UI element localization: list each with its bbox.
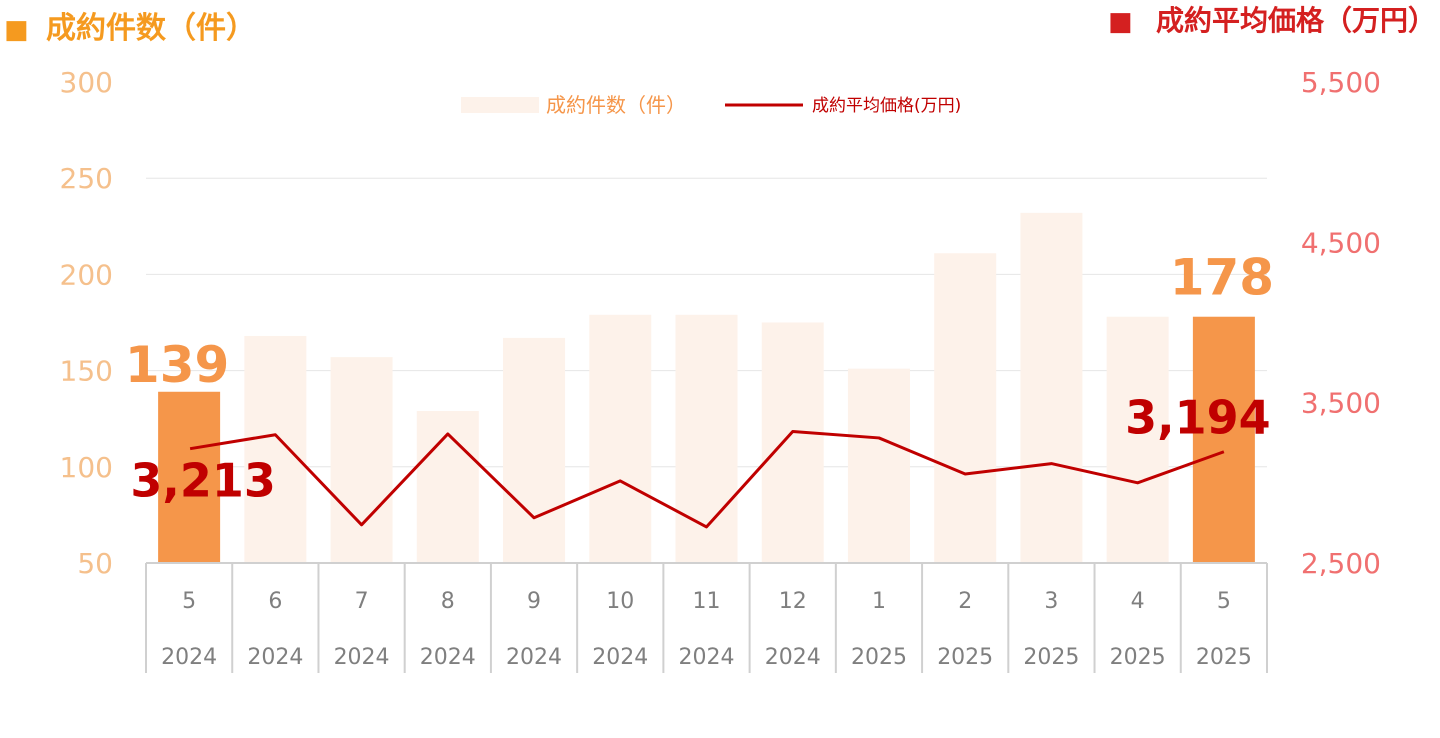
right-tick-label: 2,500 [1301, 547, 1381, 580]
left-tick-label: 250 [60, 162, 113, 195]
bar [244, 335, 307, 563]
category-month-label: 4 [1131, 589, 1145, 614]
right-tick-label: 4,500 [1301, 226, 1381, 259]
category-month-label: 5 [1217, 589, 1231, 614]
legend: 成約件数（件） 成約平均価格(万円) [461, 93, 961, 117]
legend-bar-swatch [461, 97, 539, 113]
bar [1106, 316, 1169, 563]
left-tick-label: 100 [60, 451, 113, 484]
category-month-label: 10 [606, 589, 634, 614]
bar [934, 253, 997, 563]
line-series [189, 430, 1225, 529]
bar [589, 314, 652, 563]
bar [675, 314, 738, 563]
category-month-label: 6 [268, 589, 282, 614]
left-tick-label: 300 [60, 66, 113, 99]
bar [761, 322, 824, 563]
left-header-marker: ■ [4, 15, 29, 45]
category-year-label: 2025 [1023, 645, 1079, 670]
legend-bar-label: 成約件数（件） [546, 93, 686, 117]
bar [503, 337, 566, 563]
category-month-label: 2 [958, 589, 972, 614]
bar [416, 411, 479, 563]
bar-series [158, 212, 1255, 563]
category-month-label: 7 [355, 589, 369, 614]
left-axis: 300 250 200 150 100 50 [60, 66, 113, 580]
line-label-first: 3,213 [130, 454, 276, 508]
category-month-label: 9 [527, 589, 541, 614]
bar [330, 357, 393, 563]
category-month-label: 8 [441, 589, 455, 614]
category-year-label: 2024 [334, 645, 390, 670]
category-year-label: 2024 [247, 645, 303, 670]
bar-label-first: 139 [125, 336, 229, 394]
right-tick-label: 5,500 [1301, 66, 1381, 99]
category-axis-table: 5202462024720248202492024102024112024122… [145, 562, 1268, 673]
category-month-label: 11 [693, 589, 721, 614]
category-year-label: 2025 [1196, 645, 1252, 670]
category-month-label: 1 [872, 589, 886, 614]
left-tick-label: 150 [60, 355, 113, 388]
left-axis-header: ■ 成約件数（件） [4, 11, 256, 46]
right-axis-header: ■ 成約平均価格（万円） [1108, 4, 1436, 37]
category-year-label: 2024 [506, 645, 562, 670]
category-month-label: 5 [182, 589, 196, 614]
category-month-label: 3 [1044, 589, 1058, 614]
left-tick-label: 50 [77, 547, 113, 580]
category-year-label: 2024 [592, 645, 648, 670]
right-axis: 5,500 4,500 3,500 2,500 [1301, 66, 1381, 580]
left-header-title: 成約件数（件） [46, 11, 256, 46]
category-year-label: 2025 [1110, 645, 1166, 670]
bar [847, 368, 910, 563]
annotations: 139 178 3,213 3,194 [125, 249, 1274, 508]
bar-label-last: 178 [1170, 249, 1274, 307]
legend-line-label: 成約平均価格(万円) [812, 96, 961, 116]
category-month-label: 12 [779, 589, 807, 614]
category-year-label: 2024 [161, 645, 217, 670]
bar [1192, 316, 1255, 563]
line-label-last: 3,194 [1125, 391, 1271, 445]
bar [1020, 212, 1083, 563]
category-year-label: 2025 [851, 645, 907, 670]
category-year-label: 2025 [937, 645, 993, 670]
left-tick-label: 200 [60, 258, 113, 291]
category-year-label: 2024 [420, 645, 476, 670]
right-tick-label: 3,500 [1301, 387, 1381, 420]
right-header-title: 成約平均価格（万円） [1156, 4, 1436, 37]
bar [158, 391, 221, 563]
category-year-label: 2024 [679, 645, 735, 670]
right-header-marker: ■ [1108, 7, 1133, 37]
category-year-label: 2024 [765, 645, 821, 670]
